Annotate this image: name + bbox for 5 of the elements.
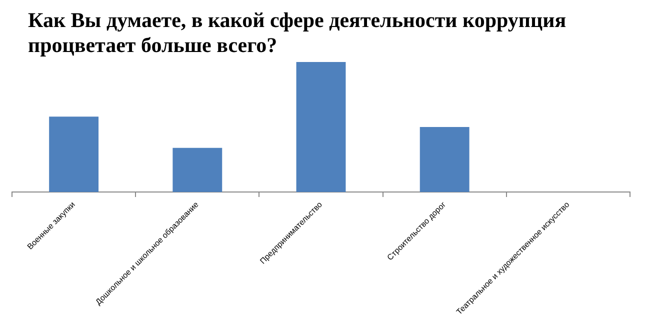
bar bbox=[172, 148, 222, 192]
chart-title: Как Вы думаете, в какой сфере деятельности коррупция процветает больше всего? bbox=[28, 8, 568, 58]
bar bbox=[49, 116, 99, 192]
bar bbox=[420, 127, 470, 192]
bar bbox=[296, 62, 346, 192]
